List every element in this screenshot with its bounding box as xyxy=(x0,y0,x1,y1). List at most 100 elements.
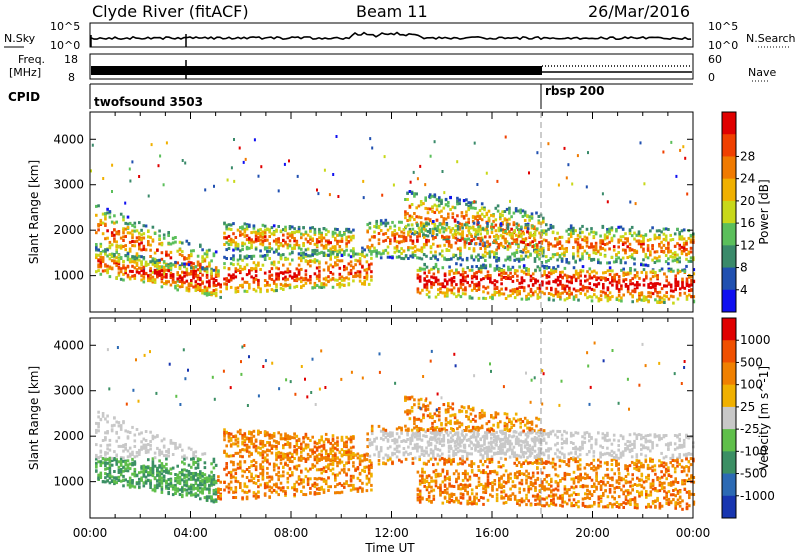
velocity-cell xyxy=(140,478,143,482)
power-cell xyxy=(542,249,545,253)
power-cell xyxy=(254,289,258,293)
power-cell xyxy=(122,278,125,282)
power-cell xyxy=(322,285,326,289)
power-cell xyxy=(297,225,301,229)
velocity-cell xyxy=(187,446,191,450)
power-cell xyxy=(651,275,655,279)
power-cell xyxy=(135,264,139,267)
power-cell xyxy=(662,250,666,254)
power-cell xyxy=(229,228,233,231)
power-cell xyxy=(142,271,146,275)
power-cell xyxy=(295,241,299,245)
power-cell xyxy=(493,252,496,256)
power-cell xyxy=(646,238,650,242)
power-cell xyxy=(313,232,317,236)
power-cell xyxy=(549,257,553,261)
velocity-cell xyxy=(293,488,296,492)
power-cell xyxy=(174,286,177,290)
power-cell xyxy=(203,257,207,261)
power-cell xyxy=(517,244,520,248)
power-cell xyxy=(315,249,319,253)
power-cell xyxy=(680,252,684,256)
power-cell xyxy=(563,289,567,293)
power-cell xyxy=(300,232,303,236)
power-cell xyxy=(391,256,394,260)
power-cell xyxy=(446,291,449,295)
power-cell xyxy=(540,251,544,255)
power-cell xyxy=(286,232,290,236)
power-cell xyxy=(497,246,501,250)
power-cell xyxy=(601,242,605,245)
power-cell xyxy=(624,241,627,245)
power-cell xyxy=(160,280,164,284)
velocity-cell xyxy=(203,466,207,470)
velocity-cell xyxy=(138,477,141,481)
power-cell xyxy=(486,291,490,295)
power-cell xyxy=(608,266,612,270)
power-cell xyxy=(282,288,285,291)
power-cell xyxy=(241,267,244,271)
velocity-cell xyxy=(239,482,242,485)
power-cell xyxy=(131,255,134,259)
colorbar-tick-label: 20 xyxy=(740,194,755,208)
velocity-cell xyxy=(160,462,164,466)
power-cell xyxy=(349,260,353,264)
velocity-cell xyxy=(284,493,287,497)
power-cell xyxy=(135,258,139,262)
power-cell xyxy=(336,278,339,282)
velocity-cell xyxy=(201,472,204,475)
power-cell xyxy=(678,287,682,291)
power-cell xyxy=(518,289,521,293)
power-cell xyxy=(465,223,469,227)
power-cell xyxy=(431,205,434,209)
power-cell xyxy=(181,254,184,258)
velocity-cell xyxy=(176,479,179,483)
power-cell xyxy=(266,227,269,231)
velocity-cell xyxy=(322,477,326,481)
power-cell xyxy=(477,258,480,262)
velocity-cell xyxy=(108,448,112,452)
power-cell xyxy=(547,244,550,248)
power-cell xyxy=(227,242,231,246)
power-cell xyxy=(418,248,421,252)
power-cell xyxy=(365,277,369,281)
power-cell xyxy=(681,285,684,289)
power-cell xyxy=(588,245,591,249)
power-cell xyxy=(651,282,655,286)
velocity-cell xyxy=(99,464,103,467)
power-cell xyxy=(560,235,564,239)
power-cell xyxy=(610,226,614,230)
power-cell xyxy=(407,246,410,250)
velocity-cell xyxy=(322,479,326,483)
power-cell xyxy=(635,233,639,237)
power-cell xyxy=(171,274,175,278)
velocity-cell xyxy=(101,412,105,415)
velocity-cell xyxy=(345,481,348,485)
velocity-cell xyxy=(354,468,357,472)
power-cell xyxy=(126,215,130,219)
power-cell xyxy=(393,237,397,240)
power-cell xyxy=(495,280,499,284)
power-cell xyxy=(421,288,424,292)
power-cell xyxy=(552,271,555,275)
power-cell xyxy=(452,271,456,275)
power-cell xyxy=(413,230,417,234)
velocity-cell xyxy=(97,473,100,477)
power-cell xyxy=(343,283,346,287)
power-cell xyxy=(450,244,453,248)
power-cell xyxy=(453,206,457,210)
power-cell xyxy=(556,290,560,294)
velocity-cell xyxy=(232,496,235,499)
power-cell xyxy=(538,283,542,287)
power-cell xyxy=(205,275,209,279)
power-cell xyxy=(493,283,497,287)
power-cell xyxy=(324,228,328,232)
colorbar-segment xyxy=(722,267,736,291)
power-cell xyxy=(527,267,530,271)
power-cell xyxy=(117,260,121,264)
velocity-cell xyxy=(153,435,157,439)
power-cell xyxy=(686,192,689,196)
power-cell xyxy=(535,211,538,215)
velocity-cell xyxy=(158,451,161,455)
power-cell xyxy=(484,297,488,300)
